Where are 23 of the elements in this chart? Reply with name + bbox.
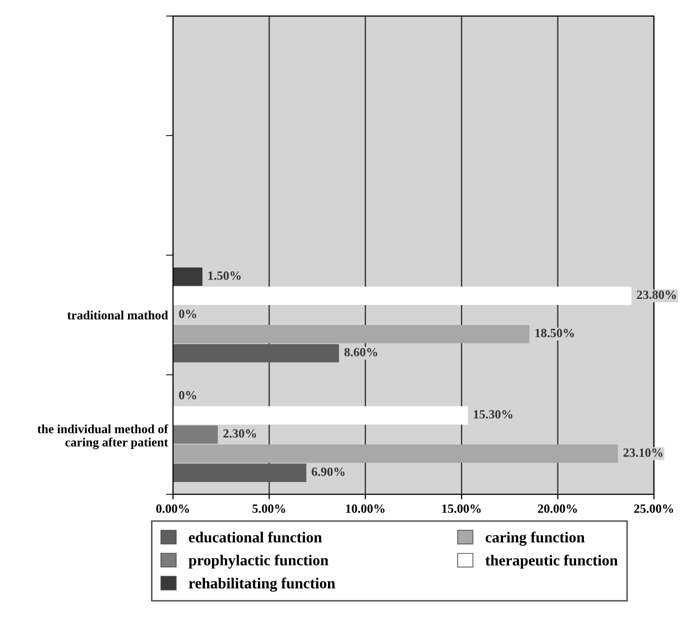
- data-label: 1.50%: [208, 271, 241, 280]
- x-tick-label: 5.00%: [252, 504, 286, 513]
- legend-label: caring function: [486, 532, 585, 546]
- legend-label: rehabilitating function: [188, 578, 336, 592]
- data-label: 23.10%: [623, 448, 662, 457]
- x-tick-label: 25.00%: [634, 504, 674, 513]
- data-label: 6.90%: [312, 468, 344, 476]
- y-tick-label: traditional mathod: [67, 310, 168, 320]
- data-label: 15.30%: [474, 410, 512, 419]
- data-label: 18.50%: [535, 328, 574, 338]
- x-tick-label: 20.00%: [538, 504, 577, 513]
- x-tick-label: 10.00%: [346, 504, 385, 513]
- data-label: 0%: [179, 390, 196, 400]
- x-tick-label: 0.00%: [156, 504, 190, 513]
- legend-label: therapeutic function: [485, 554, 618, 569]
- data-label: 23.80%: [636, 290, 676, 300]
- x-tick-label: 15.00%: [442, 504, 481, 513]
- data-label: 8.60%: [344, 348, 378, 356]
- y-tick-label: the individual method of caring after patient: [37, 424, 168, 450]
- legend-label: educational function: [188, 532, 322, 543]
- data-label: 2.30%: [223, 429, 256, 438]
- data-label: 0%: [179, 310, 196, 318]
- legend-label: prophylactic function: [188, 554, 328, 569]
